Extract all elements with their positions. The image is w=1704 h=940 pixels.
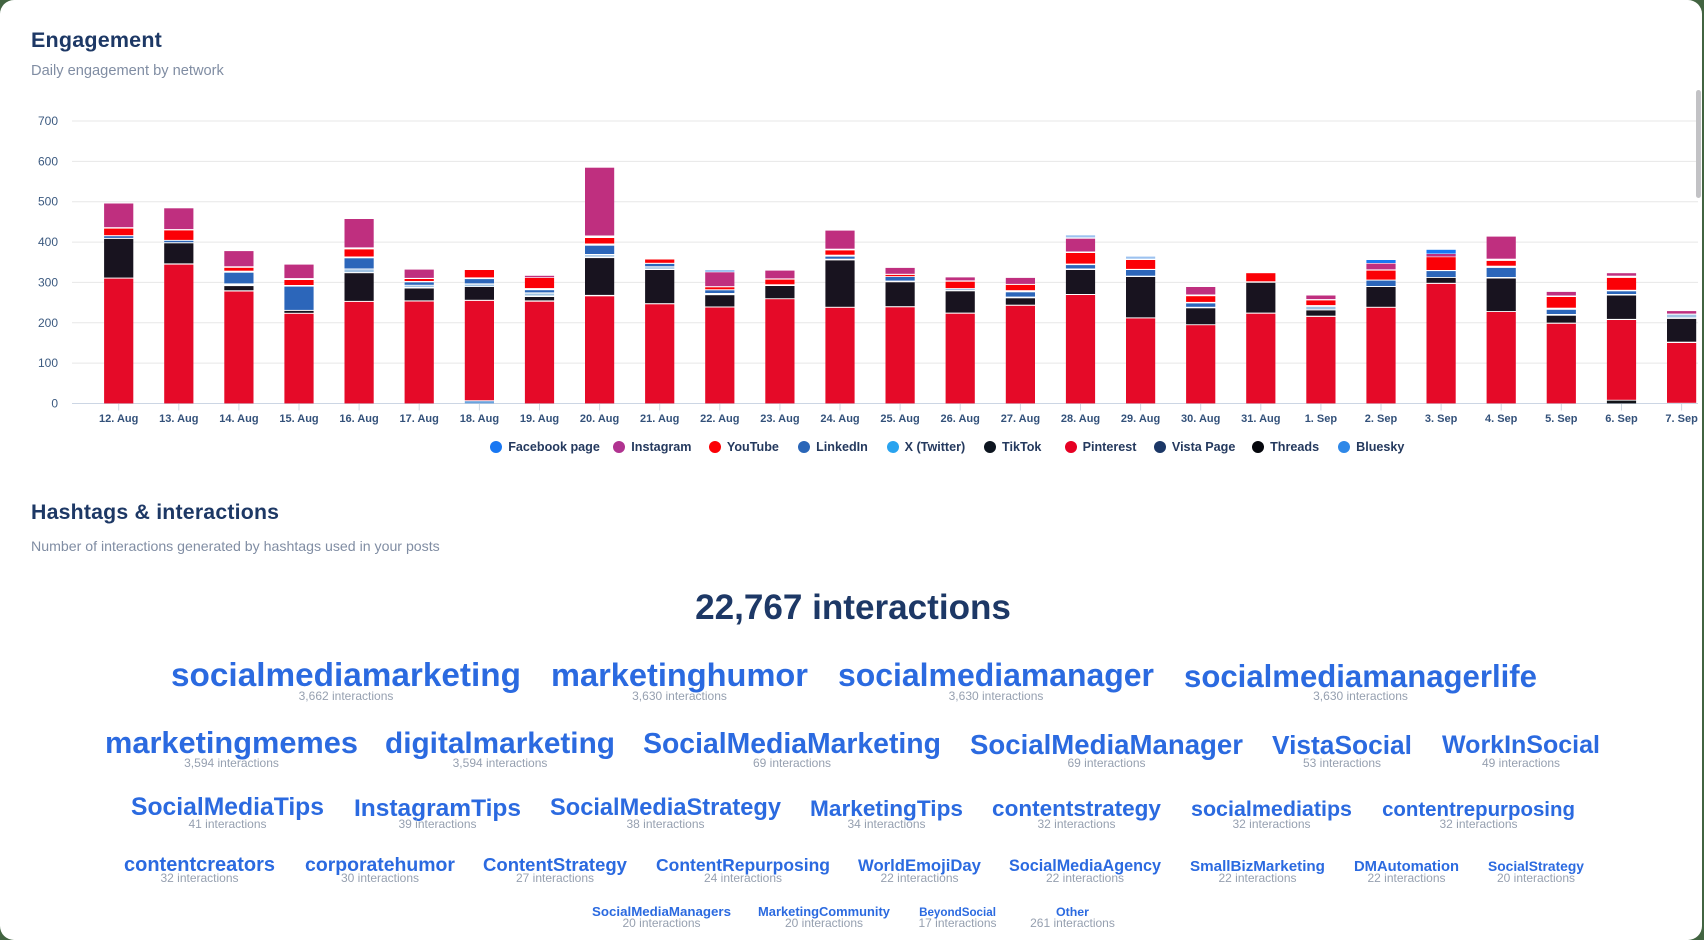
svg-text:20. Aug: 20. Aug bbox=[580, 413, 619, 425]
svg-text:7. Sep: 7. Sep bbox=[1665, 413, 1698, 425]
svg-text:26. Aug: 26. Aug bbox=[941, 413, 980, 425]
svg-text:23. Aug: 23. Aug bbox=[760, 413, 799, 425]
svg-text:17. Aug: 17. Aug bbox=[400, 413, 439, 425]
svg-text:25. Aug: 25. Aug bbox=[880, 413, 919, 425]
svg-text:5. Sep: 5. Sep bbox=[1545, 413, 1578, 425]
svg-text:3. Sep: 3. Sep bbox=[1425, 413, 1458, 425]
svg-text:22. Aug: 22. Aug bbox=[700, 413, 739, 425]
svg-text:6. Sep: 6. Sep bbox=[1605, 413, 1638, 425]
svg-text:600: 600 bbox=[38, 154, 58, 168]
svg-text:2. Sep: 2. Sep bbox=[1365, 413, 1398, 425]
svg-text:0: 0 bbox=[51, 397, 58, 411]
svg-text:1. Sep: 1. Sep bbox=[1305, 413, 1338, 425]
svg-text:29. Aug: 29. Aug bbox=[1121, 413, 1160, 425]
svg-text:200: 200 bbox=[38, 316, 58, 330]
svg-text:300: 300 bbox=[38, 275, 58, 289]
svg-text:24. Aug: 24. Aug bbox=[820, 413, 859, 425]
svg-text:15. Aug: 15. Aug bbox=[279, 413, 318, 425]
svg-text:30. Aug: 30. Aug bbox=[1181, 413, 1220, 425]
svg-text:28. Aug: 28. Aug bbox=[1061, 413, 1100, 425]
svg-text:700: 700 bbox=[38, 114, 58, 128]
svg-text:100: 100 bbox=[38, 356, 58, 370]
svg-text:400: 400 bbox=[38, 235, 58, 249]
svg-text:4. Sep: 4. Sep bbox=[1485, 413, 1518, 425]
svg-text:500: 500 bbox=[38, 195, 58, 209]
svg-text:13. Aug: 13. Aug bbox=[159, 413, 198, 425]
svg-text:27. Aug: 27. Aug bbox=[1001, 413, 1040, 425]
svg-text:14. Aug: 14. Aug bbox=[219, 413, 258, 425]
svg-text:19. Aug: 19. Aug bbox=[520, 413, 559, 425]
svg-text:18. Aug: 18. Aug bbox=[460, 413, 499, 425]
svg-text:21. Aug: 21. Aug bbox=[640, 413, 679, 425]
svg-text:31. Aug: 31. Aug bbox=[1241, 413, 1280, 425]
svg-text:16. Aug: 16. Aug bbox=[339, 413, 378, 425]
svg-text:12. Aug: 12. Aug bbox=[99, 413, 138, 425]
